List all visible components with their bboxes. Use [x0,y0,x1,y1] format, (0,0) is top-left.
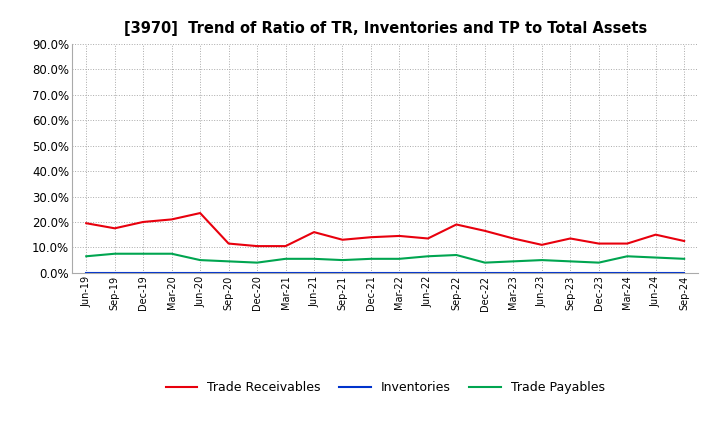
Inventories [395,270,404,275]
Trade Receivables [595,241,603,246]
Trade Payables [680,256,688,261]
Trade Receivables [537,242,546,247]
Inventories [338,270,347,275]
Trade Receivables [652,232,660,237]
Trade Receivables [452,222,461,227]
Inventories [139,270,148,275]
Trade Payables [282,256,290,261]
Trade Receivables [82,220,91,226]
Inventories [509,270,518,275]
Trade Payables [537,257,546,263]
Inventories [566,270,575,275]
Legend: Trade Receivables, Inventories, Trade Payables: Trade Receivables, Inventories, Trade Pa… [161,376,610,399]
Inventories [623,270,631,275]
Trade Payables [167,251,176,257]
Trade Receivables [338,237,347,242]
Trade Receivables [480,228,489,234]
Trade Payables [395,256,404,261]
Trade Payables [595,260,603,265]
Inventories [595,270,603,275]
Trade Receivables [680,238,688,244]
Inventories [310,270,318,275]
Trade Payables [253,260,261,265]
Trade Payables [196,257,204,263]
Trade Receivables [139,219,148,224]
Trade Receivables [395,233,404,238]
Inventories [366,270,375,275]
Trade Receivables [366,235,375,240]
Inventories [680,270,688,275]
Trade Payables [652,255,660,260]
Trade Payables [310,256,318,261]
Trade Payables [509,259,518,264]
Inventories [110,270,119,275]
Title: [3970]  Trend of Ratio of TR, Inventories and TP to Total Assets: [3970] Trend of Ratio of TR, Inventories… [124,21,647,36]
Inventories [423,270,432,275]
Inventories [480,270,489,275]
Inventories [253,270,261,275]
Trade Receivables [110,226,119,231]
Inventories [196,270,204,275]
Inventories [167,270,176,275]
Inventories [537,270,546,275]
Inventories [225,270,233,275]
Trade Payables [110,251,119,257]
Trade Receivables [509,236,518,241]
Trade Payables [366,256,375,261]
Trade Receivables [225,241,233,246]
Inventories [452,270,461,275]
Trade Receivables [623,241,631,246]
Trade Receivables [282,243,290,249]
Trade Receivables [196,210,204,216]
Trade Payables [480,260,489,265]
Inventories [82,270,91,275]
Trade Payables [423,253,432,259]
Trade Payables [566,259,575,264]
Trade Receivables [253,243,261,249]
Inventories [282,270,290,275]
Trade Receivables [167,217,176,222]
Trade Payables [452,253,461,258]
Trade Payables [139,251,148,257]
Trade Payables [82,253,91,259]
Trade Receivables [423,236,432,241]
Trade Payables [338,257,347,263]
Line: Trade Payables: Trade Payables [86,254,684,263]
Trade Payables [623,253,631,259]
Trade Receivables [566,236,575,241]
Trade Receivables [310,230,318,235]
Line: Trade Receivables: Trade Receivables [86,213,684,246]
Inventories [652,270,660,275]
Trade Payables [225,259,233,264]
